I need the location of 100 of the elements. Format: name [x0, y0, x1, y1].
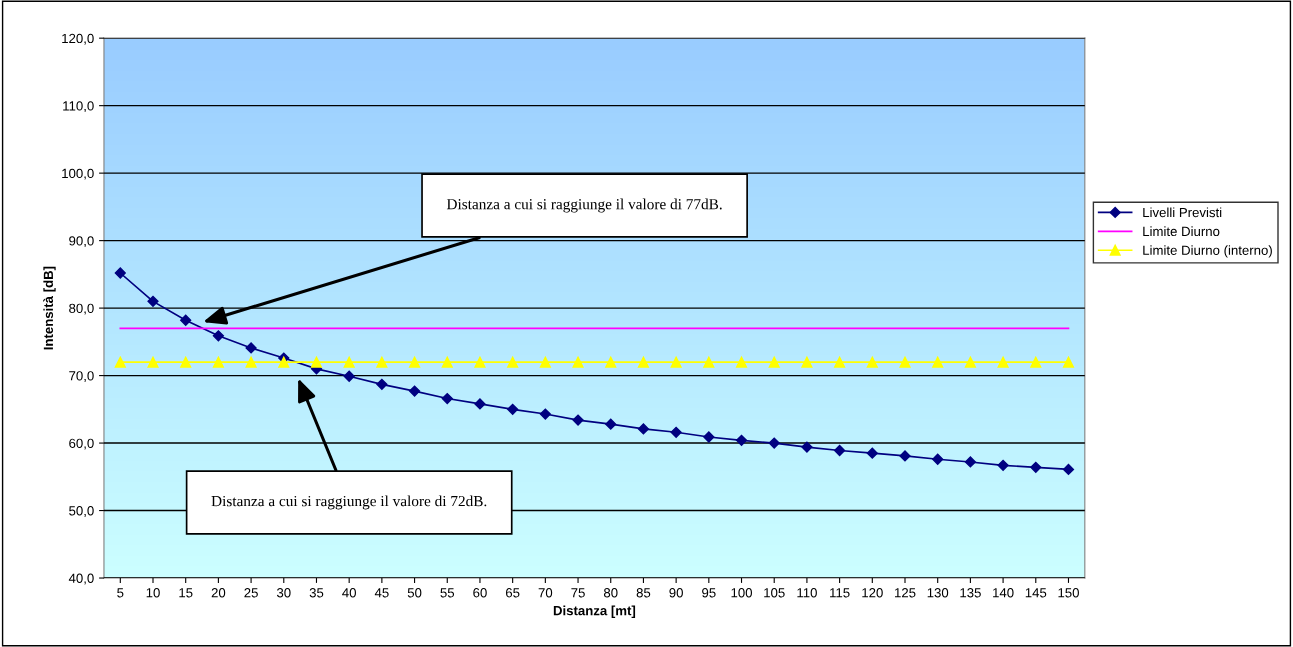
- x-tick-label: 130: [927, 588, 949, 598]
- point: [1030, 356, 1042, 368]
- point: [441, 392, 453, 405]
- point: [703, 431, 715, 443]
- x-tick-label: 25: [244, 588, 258, 598]
- x-axis-title: Distanza [mt]: [553, 605, 636, 618]
- x-tick-label: 40: [342, 588, 356, 598]
- point: [801, 441, 813, 453]
- x-tick-label: 135: [960, 588, 981, 598]
- point: [147, 295, 159, 307]
- point: [278, 356, 290, 368]
- point: [735, 356, 748, 368]
- point: [212, 356, 224, 368]
- point: [866, 447, 878, 459]
- x-tick-label: 70: [538, 588, 553, 598]
- point: [539, 356, 551, 368]
- y-tick-label: 80,0: [69, 303, 94, 315]
- legend-label: Limite Diurno: [1143, 226, 1220, 237]
- point: [703, 356, 715, 368]
- point: [343, 356, 355, 368]
- point: [376, 378, 388, 390]
- x-tick-label: 100: [731, 588, 753, 598]
- point: [997, 356, 1009, 368]
- y-tick-label: 60,0: [69, 438, 94, 450]
- point: [637, 423, 650, 435]
- point: [964, 456, 976, 468]
- x-tick-label: 145: [1025, 588, 1047, 598]
- point: [408, 385, 421, 397]
- point: [180, 356, 192, 368]
- x-tick-label: 20: [211, 588, 226, 598]
- x-tick-label: 95: [702, 588, 716, 598]
- point: [735, 434, 748, 446]
- x-tick-label: 125: [895, 588, 916, 598]
- y-axis-title: Intensità [dB]: [43, 266, 56, 350]
- y-tick-label: 90,0: [69, 236, 94, 248]
- point: [1062, 356, 1075, 368]
- x-tick-label: 90: [669, 588, 683, 598]
- x-tick-label: 65: [505, 588, 520, 598]
- point: [343, 370, 355, 382]
- point: [1062, 463, 1075, 475]
- point: [768, 437, 780, 449]
- point: [376, 356, 388, 368]
- x-tick-label: 50: [407, 588, 422, 598]
- x-tick-label: 10: [146, 588, 160, 598]
- y-tick-label: 40,0: [68, 573, 94, 585]
- point: [964, 356, 976, 368]
- point: [572, 356, 584, 368]
- point: [932, 356, 944, 368]
- point: [180, 314, 192, 326]
- x-tick-label: 80: [603, 588, 618, 598]
- point: [310, 356, 323, 368]
- annotation: Distanza a cui si raggiunge il valore di 77dB.: [446, 198, 722, 213]
- point: [245, 342, 257, 354]
- x-tick-label: 85: [636, 588, 651, 598]
- point: [670, 356, 682, 368]
- point: [441, 356, 453, 368]
- point: [801, 356, 813, 368]
- point: [245, 356, 257, 368]
- y-tick-label: 120,0: [62, 33, 94, 45]
- point: [539, 408, 551, 420]
- x-tick-label: 30: [276, 588, 291, 598]
- point: [997, 459, 1009, 471]
- legend-label: Livelli Previsti: [1143, 207, 1222, 218]
- point: [899, 450, 911, 462]
- point: [670, 426, 682, 438]
- x-tick-label: 45: [374, 588, 389, 598]
- x-tick-label: 140: [993, 588, 1014, 598]
- point: [474, 356, 486, 368]
- x-tick-label: 150: [1058, 588, 1079, 598]
- point: [114, 267, 126, 279]
- point: [114, 356, 126, 368]
- x-tick-label: 115: [830, 588, 850, 598]
- point: [768, 356, 780, 368]
- y-tick-label: 50,0: [69, 506, 94, 518]
- y-tick-label: 110,0: [63, 101, 94, 113]
- x-tick-label: 35: [309, 588, 324, 598]
- point: [409, 356, 421, 368]
- legend-label: Limite Diurno (interno): [1143, 245, 1272, 258]
- y-tick-label: 100,0: [62, 168, 94, 180]
- point: [147, 356, 159, 368]
- x-tick-label: 60: [473, 588, 487, 598]
- x-tick-label: 105: [764, 588, 785, 598]
- x-tick-label: 5: [117, 588, 124, 598]
- x-tick-label: 75: [571, 588, 585, 598]
- point: [605, 356, 617, 368]
- point: [834, 444, 846, 457]
- point: [866, 356, 878, 368]
- point: [834, 356, 846, 368]
- x-tick-label: 55: [440, 588, 455, 598]
- y-tick-label: 70,0: [69, 371, 94, 383]
- point: [212, 330, 224, 342]
- point: [572, 414, 584, 426]
- point: [899, 356, 911, 368]
- point: [507, 403, 519, 415]
- annotation: Distanza a cui si raggiunge il valore di 72dB.: [211, 495, 487, 510]
- point: [605, 418, 617, 430]
- x-tick-label: 15: [179, 588, 193, 598]
- x-tick-label: 110: [797, 588, 817, 598]
- point: [507, 356, 519, 368]
- point: [474, 398, 486, 410]
